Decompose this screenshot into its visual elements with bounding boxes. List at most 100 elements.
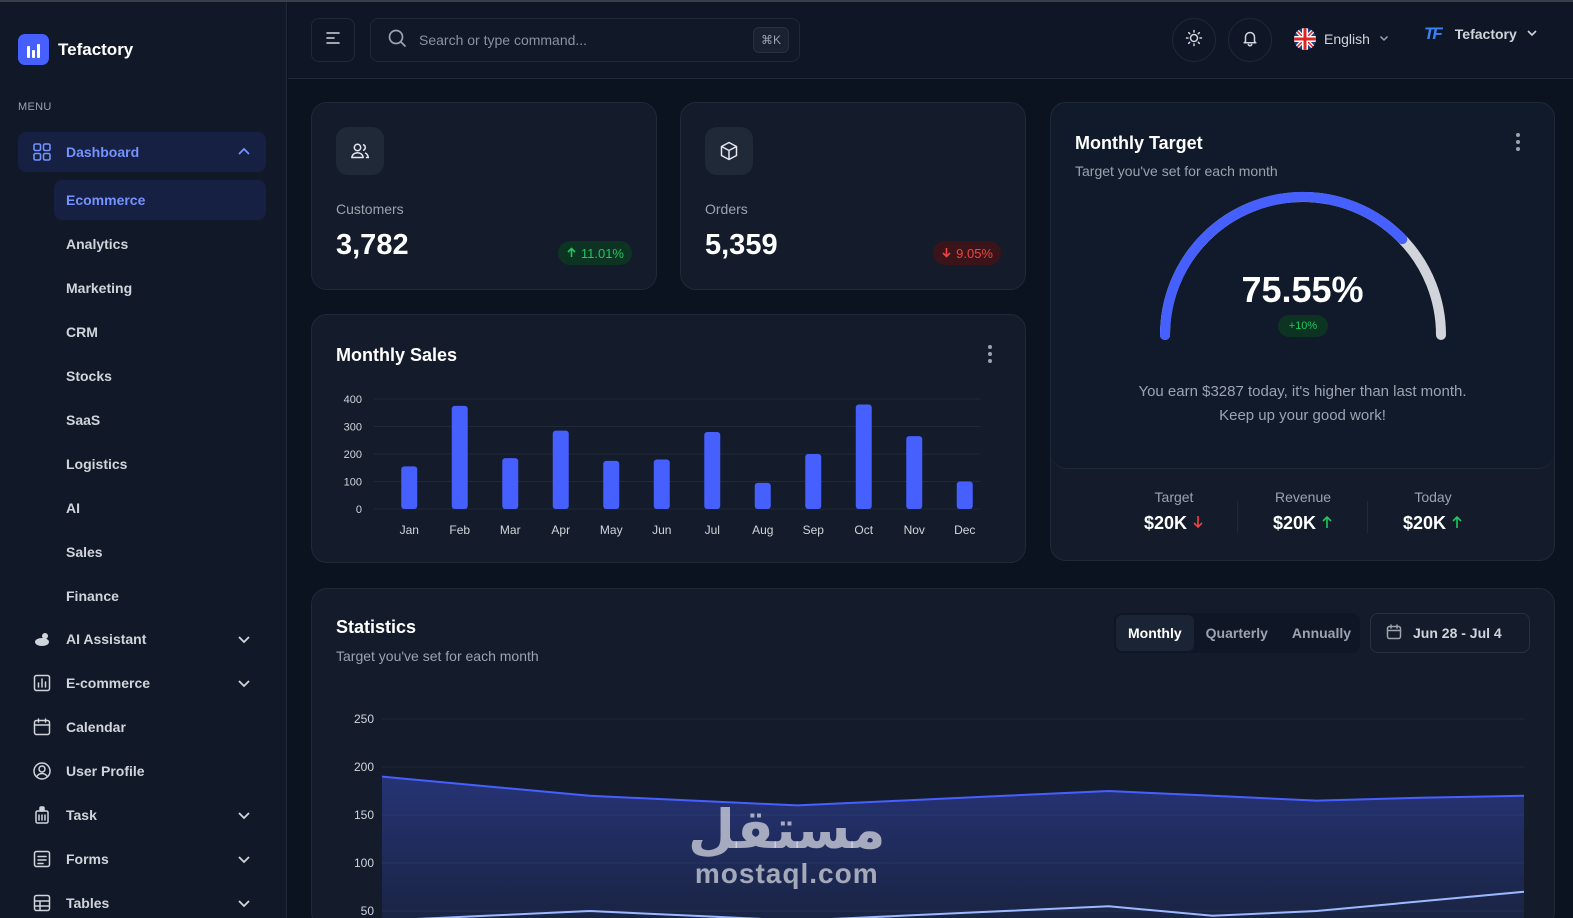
table-icon [32, 893, 52, 913]
forms-icon [32, 849, 52, 869]
sidebar-toggle-button[interactable] [311, 18, 355, 62]
users-icon [336, 127, 384, 175]
period-tabs: Monthly Quarterly Annually [1114, 613, 1360, 653]
statistics-title: Statistics [336, 617, 417, 637]
x-tick-label: Dec [954, 523, 975, 537]
bar-jan[interactable] [401, 466, 418, 509]
bar-may[interactable] [603, 460, 620, 509]
sidebar-item-label: AI Assistant [66, 631, 147, 647]
target-message-line1: You earn $3287 today, it's higher than l… [1138, 383, 1467, 400]
sidebar-subitem-analytics[interactable]: Analytics [66, 236, 129, 252]
bar-sep[interactable] [805, 454, 822, 509]
y-tick-label: 200 [344, 449, 362, 461]
window-top-border [0, 0, 1573, 2]
sidebar-subitem-stocks[interactable]: Stocks [66, 368, 112, 384]
brand-name: Tefactory [58, 39, 134, 59]
orders-change: 9.05% [956, 245, 993, 261]
sidebar-subitem-ai[interactable]: AI [66, 500, 80, 516]
sidebar-item-label: E-commerce [66, 675, 151, 691]
sidebar-subitem-saas[interactable]: SaaS [66, 412, 101, 428]
sidebar-item-calendar[interactable]: Calendar [18, 707, 266, 747]
monthly-target-panel: Monthly Target Target you've set for eac… [1051, 103, 1554, 469]
arrow-up-icon [566, 246, 577, 261]
search-input[interactable] [419, 32, 739, 48]
bar-aug[interactable] [754, 482, 771, 509]
x-tick-label: Jul [705, 523, 720, 537]
customers-label: Customers [336, 201, 404, 217]
sun-icon [1185, 29, 1203, 52]
target-stat-target: Target $20K [1109, 489, 1239, 534]
bar-dec[interactable] [956, 481, 973, 510]
x-tick-label: Sep [803, 523, 825, 537]
customers-change-badge: 11.01% [557, 241, 632, 265]
x-tick-label: Feb [449, 523, 470, 537]
divider [1367, 501, 1368, 533]
chevron-down-icon [236, 851, 252, 870]
bar-feb[interactable] [451, 405, 468, 509]
y-tick-label: 0 [356, 504, 362, 516]
bar-apr[interactable] [552, 430, 569, 509]
stat-label: Revenue [1274, 489, 1332, 505]
series-area-1 [382, 776, 1524, 918]
x-tick-label: Jun [652, 523, 671, 537]
stat-value: $20K [1272, 513, 1316, 533]
monthly-sales-title: Monthly Sales [336, 345, 458, 365]
sidebar-subitem-marketing[interactable]: Marketing [66, 280, 133, 296]
sidebar-item-label: User Profile [66, 763, 145, 779]
calendar-icon [1385, 623, 1403, 644]
gauge-fill [1160, 192, 1408, 340]
menu-label: MENU [18, 101, 52, 113]
chevron-down-icon [236, 895, 252, 914]
arrow-up-icon [1451, 513, 1463, 533]
user-circle-icon [32, 761, 52, 781]
search-icon [387, 28, 407, 53]
theme-toggle-button[interactable] [1172, 18, 1216, 62]
sidebar-item-task[interactable]: Task [18, 795, 266, 835]
bar-jul[interactable] [704, 432, 721, 509]
tab-annually[interactable]: Annually [1291, 625, 1352, 641]
more-options-icon[interactable] [988, 345, 992, 363]
sidebar-subitem-logistics[interactable]: Logistics [66, 456, 128, 472]
y-tick-label: 150 [354, 808, 374, 822]
sidebar-subitem-sales[interactable]: Sales [66, 544, 103, 560]
bar-jun[interactable] [653, 459, 670, 510]
stat-value-row: $20K [1238, 513, 1368, 534]
sidebar-item-e-commerce[interactable]: E-commerce [18, 663, 266, 703]
chevron-down-icon [236, 631, 252, 650]
date-range-picker[interactable]: Jun 28 - Jul 4 [1370, 613, 1530, 653]
shortcut-badge: ⌘K [752, 27, 789, 53]
tab-quarterly[interactable]: Quarterly [1205, 625, 1268, 641]
sidebar-item-tables[interactable]: Tables [18, 883, 266, 918]
user-name: Tefactory [1454, 26, 1517, 42]
sidebar-subitem-ecommerce[interactable]: Ecommerce [54, 180, 266, 220]
x-tick-label: Oct [854, 523, 873, 537]
sidebar-item-label: Dashboard [66, 144, 140, 160]
stat-value: $20K [1402, 513, 1446, 533]
sidebar-item-ai-assistant[interactable]: AI Assistant [18, 619, 266, 659]
sidebar-item-dashboard[interactable]: Dashboard [18, 132, 266, 172]
sidebar-subitem-finance[interactable]: Finance [66, 588, 119, 604]
brand-logo[interactable]: Tefactory [18, 34, 133, 65]
target-message-line2: Keep up your good work! [1219, 407, 1386, 424]
language-selector[interactable]: English [1294, 28, 1390, 50]
bar-nov[interactable] [906, 436, 923, 509]
chevron-down-icon [236, 807, 252, 826]
monthly-target-card: Monthly Target Target you've set for eac… [1050, 102, 1555, 561]
more-options-icon[interactable] [1516, 133, 1520, 151]
sidebar-item-forms[interactable]: Forms [18, 839, 266, 879]
user-menu[interactable]: TF Tefactory [1424, 24, 1539, 44]
top-header: ⌘K English TF Tefactory [288, 2, 1573, 79]
y-tick-label: 100 [354, 856, 374, 870]
stat-value: $20K [1143, 513, 1187, 533]
sidebar-subitem-crm[interactable]: CRM [66, 324, 98, 340]
monthly-sales-chart: 0 100 200 300 400 Jan Feb Mar Apr May Jun Jul Aug Sep… [344, 394, 980, 537]
tab-monthly[interactable]: Monthly [1116, 615, 1194, 651]
bar-mar[interactable] [502, 458, 519, 509]
arrow-down-icon [1192, 513, 1204, 533]
notifications-button[interactable] [1228, 18, 1272, 62]
monthly-target-subtitle: Target you've set for each month [1075, 163, 1278, 179]
watermark-arabic: مستقل [688, 798, 886, 861]
sidebar-item-user-profile[interactable]: User Profile [18, 751, 266, 791]
bar-oct[interactable] [855, 404, 872, 510]
x-tick-label: May [600, 523, 623, 537]
